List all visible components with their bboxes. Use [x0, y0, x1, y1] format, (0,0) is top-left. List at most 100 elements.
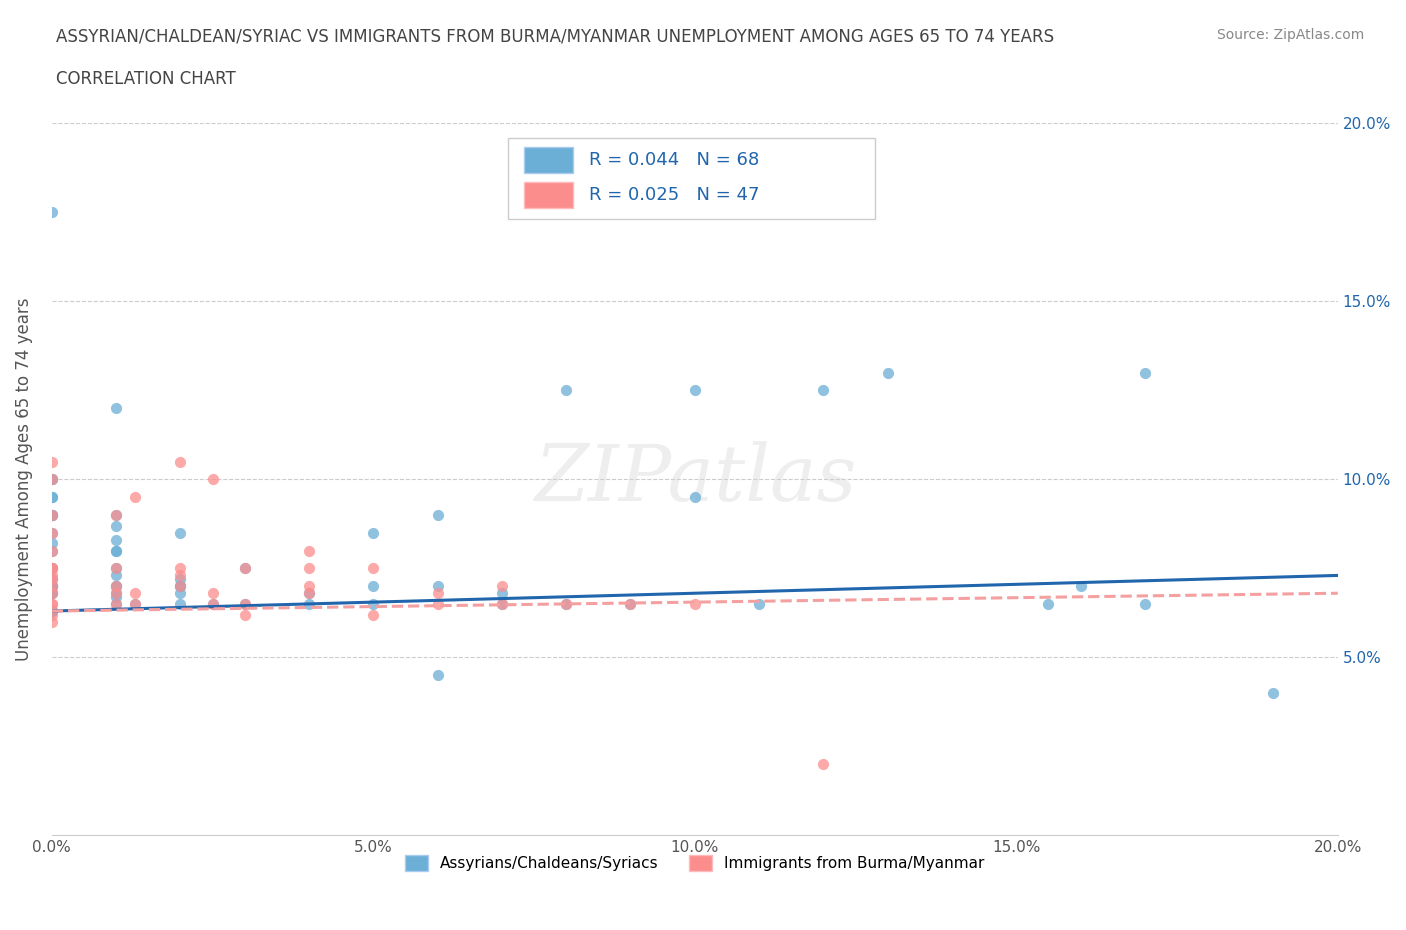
Text: CORRELATION CHART: CORRELATION CHART — [56, 70, 236, 87]
Point — [41, 454, 63, 469]
Text: Source: ZipAtlas.com: Source: ZipAtlas.com — [1216, 28, 1364, 42]
Point — [169, 525, 191, 540]
FancyBboxPatch shape — [509, 138, 875, 219]
Point — [105, 508, 128, 523]
Point — [41, 596, 63, 611]
Point — [1070, 578, 1092, 593]
Point — [169, 568, 191, 583]
Point — [41, 572, 63, 587]
Point — [41, 607, 63, 622]
Point — [233, 561, 256, 576]
Text: ZIPatlas: ZIPatlas — [533, 441, 856, 517]
Point — [124, 586, 146, 601]
Point — [201, 596, 224, 611]
Point — [491, 578, 513, 593]
Text: R = 0.025   N = 47: R = 0.025 N = 47 — [589, 185, 759, 204]
Point — [105, 586, 128, 601]
Point — [619, 596, 641, 611]
Point — [41, 508, 63, 523]
Point — [105, 561, 128, 576]
Point — [41, 572, 63, 587]
Point — [124, 596, 146, 611]
Point — [41, 578, 63, 593]
Point — [201, 586, 224, 601]
Point — [41, 561, 63, 576]
Point — [233, 596, 256, 611]
Point — [361, 596, 384, 611]
Point — [105, 596, 128, 611]
Point — [426, 668, 449, 683]
Point — [41, 536, 63, 551]
Point — [41, 543, 63, 558]
Point — [555, 383, 578, 398]
Point — [169, 578, 191, 593]
Point — [41, 578, 63, 593]
Point — [619, 596, 641, 611]
Point — [1133, 365, 1156, 380]
Point — [41, 490, 63, 505]
Point — [41, 578, 63, 593]
Point — [426, 578, 449, 593]
Point — [233, 596, 256, 611]
Point — [298, 586, 321, 601]
Point — [201, 596, 224, 611]
Text: ASSYRIAN/CHALDEAN/SYRIAC VS IMMIGRANTS FROM BURMA/MYANMAR UNEMPLOYMENT AMONG AGE: ASSYRIAN/CHALDEAN/SYRIAC VS IMMIGRANTS F… — [56, 28, 1054, 46]
Point — [1133, 596, 1156, 611]
Point — [105, 518, 128, 533]
Point — [1263, 685, 1285, 700]
Point — [105, 596, 128, 611]
Point — [169, 578, 191, 593]
Point — [683, 596, 706, 611]
Point — [813, 383, 835, 398]
Point — [105, 578, 128, 593]
Point — [201, 472, 224, 486]
Point — [41, 604, 63, 618]
Point — [105, 578, 128, 593]
Point — [41, 568, 63, 583]
Point — [426, 508, 449, 523]
Point — [41, 578, 63, 593]
Point — [41, 604, 63, 618]
Point — [748, 596, 770, 611]
Point — [361, 607, 384, 622]
Text: R = 0.044   N = 68: R = 0.044 N = 68 — [589, 151, 759, 168]
Point — [555, 596, 578, 611]
Point — [813, 757, 835, 772]
Point — [41, 615, 63, 630]
Point — [41, 508, 63, 523]
Point — [41, 205, 63, 219]
Point — [41, 525, 63, 540]
Point — [124, 596, 146, 611]
Point — [426, 586, 449, 601]
Point — [41, 508, 63, 523]
Point — [41, 525, 63, 540]
Point — [41, 561, 63, 576]
Point — [555, 596, 578, 611]
Point — [41, 508, 63, 523]
Point — [361, 561, 384, 576]
Point — [233, 607, 256, 622]
Point — [124, 490, 146, 505]
Point — [876, 365, 898, 380]
Point — [169, 596, 191, 611]
Point — [41, 586, 63, 601]
Point — [105, 590, 128, 604]
Point — [426, 596, 449, 611]
Point — [105, 568, 128, 583]
Point — [491, 596, 513, 611]
Point — [41, 472, 63, 486]
Point — [298, 578, 321, 593]
Point — [41, 472, 63, 486]
Point — [105, 586, 128, 601]
Point — [105, 508, 128, 523]
Point — [169, 454, 191, 469]
Point — [361, 525, 384, 540]
Legend: Assyrians/Chaldeans/Syriacs, Immigrants from Burma/Myanmar: Assyrians/Chaldeans/Syriacs, Immigrants … — [399, 849, 991, 878]
Point — [169, 572, 191, 587]
Point — [41, 543, 63, 558]
Point — [105, 532, 128, 547]
Point — [298, 596, 321, 611]
Y-axis label: Unemployment Among Ages 65 to 74 years: Unemployment Among Ages 65 to 74 years — [15, 298, 32, 661]
Point — [41, 586, 63, 601]
Point — [169, 578, 191, 593]
